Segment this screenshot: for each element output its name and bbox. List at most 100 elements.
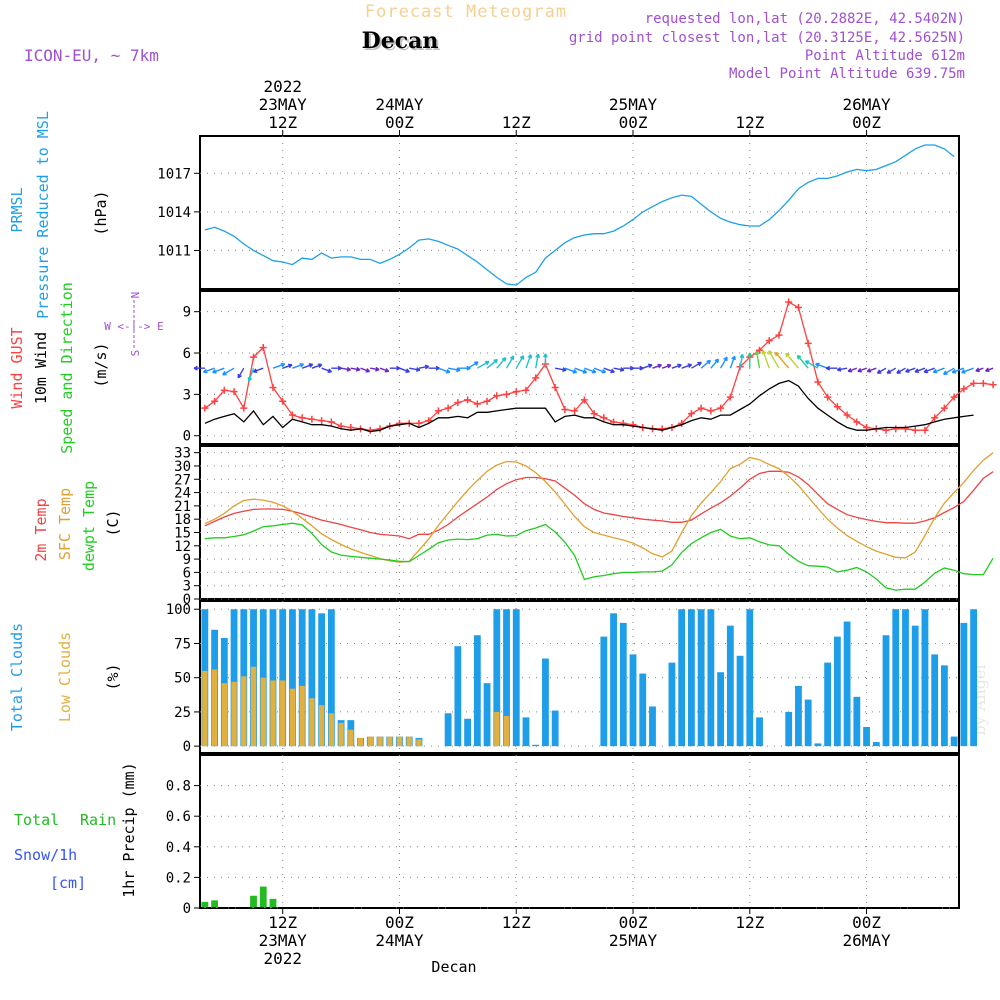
total-cloud-bar xyxy=(610,613,617,747)
wind-arrow xyxy=(193,365,205,371)
gust-marker xyxy=(629,421,637,429)
precip-snow-unit: [cm] xyxy=(50,874,86,892)
gust-marker xyxy=(308,415,316,423)
wind-arrow xyxy=(409,367,421,372)
wind-arrow xyxy=(535,353,541,369)
wind-arrow xyxy=(633,365,644,371)
wind-arrow xyxy=(301,363,314,369)
clouds-panel-frame xyxy=(199,600,960,754)
low-cloud-label: Low Clouds xyxy=(56,632,74,722)
total-cloud-bar xyxy=(522,717,530,747)
wind-arrow xyxy=(360,367,371,373)
bottom-time-label: 23MAY xyxy=(259,931,308,950)
rain-bar xyxy=(250,895,257,908)
wind-arrow xyxy=(747,352,753,369)
t2m-label: 2m Temp xyxy=(32,498,50,561)
rain-bar xyxy=(201,901,209,908)
pressure-ytick-label: 1011 xyxy=(157,243,191,259)
wind-arrow xyxy=(525,354,533,369)
top-time-label: 12Z xyxy=(268,113,297,132)
total-cloud-bar xyxy=(892,609,900,747)
temperature-ytick-label: 12 xyxy=(174,539,191,555)
total-cloud-bar xyxy=(911,625,919,747)
wind-arrow xyxy=(389,365,401,371)
wind-arrow xyxy=(785,352,799,369)
wind-arrow xyxy=(467,361,479,369)
total-cloud-bar xyxy=(279,609,287,747)
gust-marker xyxy=(619,419,627,427)
total-cloud-bar xyxy=(298,609,306,747)
gust-marker xyxy=(717,404,725,412)
wind-arrow xyxy=(719,356,728,369)
gust-marker xyxy=(697,404,705,412)
wind-arrow xyxy=(857,367,867,373)
wind-arrow xyxy=(370,366,380,372)
total-cloud-bar xyxy=(269,609,277,747)
total-cloud-label: Total Clouds xyxy=(8,623,26,731)
gust-marker xyxy=(415,419,423,427)
wind-arrow xyxy=(739,353,745,369)
temperature-ytick-label: 0 xyxy=(183,592,191,608)
wind-arrow xyxy=(886,367,897,374)
wind-arrow xyxy=(836,366,848,372)
total-cloud-bar xyxy=(824,662,832,747)
temperature-panel-frame xyxy=(199,445,960,600)
bottom-time-label: 24MAY xyxy=(375,931,424,950)
temp-unit: (C) xyxy=(104,509,122,536)
low-cloud-bar xyxy=(241,676,247,747)
total-cloud-bar xyxy=(697,609,705,747)
gust-marker xyxy=(833,403,841,411)
wind-arrow xyxy=(282,363,293,369)
pressure-panel-frame xyxy=(199,135,960,290)
wind-arrow xyxy=(564,367,578,374)
top-time-label: 00Z xyxy=(852,113,881,132)
temperature-ytick-label: 24 xyxy=(174,486,191,502)
wind-arrow xyxy=(774,351,790,369)
top-time-label: 2022 xyxy=(263,77,302,96)
gust-marker xyxy=(765,337,773,345)
wind-arrow xyxy=(613,367,625,372)
dew-label: dewpt Temp xyxy=(80,481,98,571)
low-cloud-bar xyxy=(299,685,305,747)
total-cloud-bar xyxy=(668,662,676,747)
low-cloud-bar xyxy=(416,739,422,747)
wind-arrow xyxy=(202,367,215,374)
total-cloud-bar xyxy=(473,635,481,747)
wind-unit: (m/s) xyxy=(92,342,110,387)
gust-marker xyxy=(454,399,462,407)
gust-marker xyxy=(687,410,695,418)
compass-north: N xyxy=(129,292,142,299)
low-cloud-bar xyxy=(387,736,393,747)
total-cloud-bar xyxy=(746,609,754,747)
gust-marker xyxy=(911,426,919,434)
gust-marker xyxy=(298,414,306,422)
gust-marker xyxy=(522,386,530,394)
wind-arrow xyxy=(681,363,693,369)
wind-arrow xyxy=(671,363,682,369)
top-time-label: 25MAY xyxy=(609,95,658,114)
wind-arrow xyxy=(574,367,588,374)
wind-arrow xyxy=(710,358,720,369)
precip-total-label: Total xyxy=(14,811,59,829)
bottom-time-label: 12Z xyxy=(735,913,764,932)
total-cloud-bar xyxy=(717,672,725,747)
wind-arrow xyxy=(761,349,770,369)
gust-marker xyxy=(201,404,209,412)
wind-arrow xyxy=(876,367,887,374)
wind-arrow xyxy=(661,363,672,369)
low-cloud-bar xyxy=(289,688,296,747)
wind-label: 10m Wind xyxy=(32,332,50,404)
gust-marker xyxy=(580,396,588,404)
clouds-ytick-label: 50 xyxy=(174,671,191,687)
wind-ytick-label: 0 xyxy=(183,429,191,445)
gust-marker xyxy=(940,404,948,412)
gust-marker xyxy=(960,385,968,393)
top-time-label: 12Z xyxy=(735,113,764,132)
temperature-ytick-label: 15 xyxy=(174,525,191,541)
gust-marker xyxy=(707,407,715,415)
wind-arrow xyxy=(486,358,498,369)
gust-marker xyxy=(464,396,472,404)
temperature-ytick-label: 9 xyxy=(183,552,191,568)
total-cloud-bar xyxy=(795,685,802,747)
